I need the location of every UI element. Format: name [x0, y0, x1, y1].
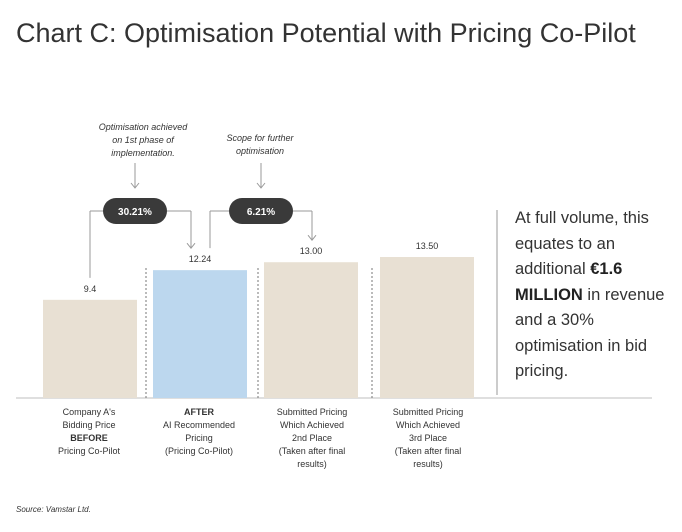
annotation-first: Optimisation achieved on 1st phase of im…	[98, 122, 188, 158]
badge-second	[229, 198, 293, 224]
arrow-down-icon	[307, 234, 317, 242]
badge-first-value: 30.21%	[118, 207, 152, 218]
chart-title: Chart C: Optimisation Potential with Pri…	[16, 18, 636, 48]
category-label-before: Company A's Bidding Price BEFORE Pricing…	[57, 407, 121, 456]
value-label: 9.4	[84, 284, 97, 294]
arrow-down-icon	[256, 182, 266, 189]
category-label-2nd-place: Submitted Pricing Which Achieved 2nd Pla…	[276, 407, 348, 469]
badge-second-value: 6.21%	[247, 207, 275, 218]
arrow-down-icon	[130, 182, 140, 189]
badge-first	[103, 198, 167, 224]
highlight-amount: €1.6 MILLION	[515, 260, 623, 304]
bar-after	[153, 270, 247, 398]
value-label: 12.24	[189, 254, 212, 264]
value-label: 13.50	[416, 241, 439, 251]
bar-before	[43, 299, 137, 398]
bar-2nd-place	[264, 262, 358, 398]
annotation-second: Scope for further optimisation	[226, 133, 294, 156]
annotation-connectors	[89, 163, 317, 278]
category-label-3rd-place: Submitted Pricing Which Achieved 3rd Pla…	[392, 407, 464, 469]
category-label-after: AFTER AI Recommended Pricing (Pricing Co…	[162, 407, 236, 456]
value-label: 13.00	[300, 246, 323, 256]
side-summary: At full volume, this equates to an addit…	[515, 209, 665, 380]
source-note: Source: Vamstar Ltd.	[16, 505, 91, 514]
arrow-down-icon	[186, 242, 196, 249]
bar-3rd-place	[380, 257, 474, 398]
